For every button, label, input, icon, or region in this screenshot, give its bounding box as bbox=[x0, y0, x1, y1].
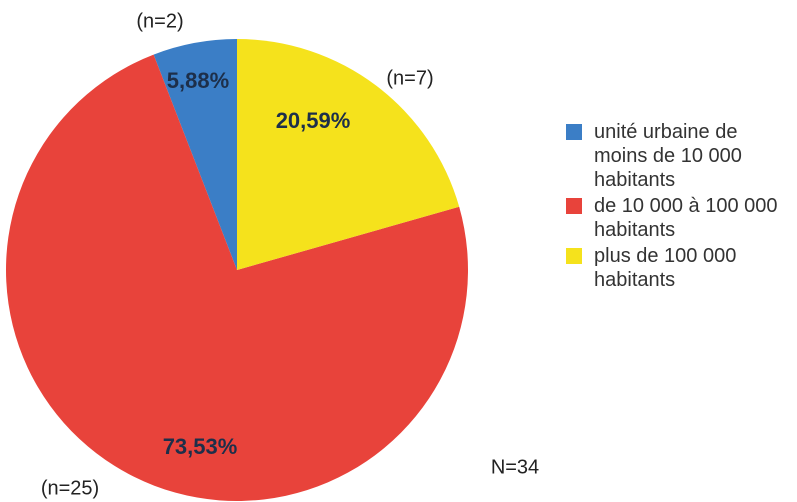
legend-swatch bbox=[566, 124, 582, 140]
pie-slice bbox=[153, 39, 237, 270]
annotation: (n=2) bbox=[136, 10, 183, 32]
pie-slice bbox=[6, 54, 469, 502]
legend-item: plus de 100 000 habitants bbox=[566, 244, 786, 292]
legend: unité urbaine de moins de 10 000 habitan… bbox=[566, 120, 786, 294]
annotation: N=34 bbox=[491, 456, 539, 478]
legend-item: unité urbaine de moins de 10 000 habitan… bbox=[566, 120, 786, 192]
legend-label: plus de 100 000 habitants bbox=[594, 245, 737, 291]
value-label: 5,88% bbox=[167, 68, 229, 93]
legend-swatch bbox=[566, 198, 582, 214]
legend-swatch bbox=[566, 248, 582, 264]
legend-item: de 10 000 à 100 000 habitants bbox=[566, 194, 786, 242]
legend-label: unité urbaine de moins de 10 000 habitan… bbox=[594, 121, 742, 191]
legend-label: de 10 000 à 100 000 habitants bbox=[594, 195, 778, 241]
annotation: (n=7) bbox=[386, 67, 433, 89]
annotation: (n=25) bbox=[41, 477, 99, 499]
value-label: 20,59% bbox=[276, 108, 351, 133]
pie-slice bbox=[237, 38, 460, 271]
value-label: 73,53% bbox=[163, 434, 238, 459]
